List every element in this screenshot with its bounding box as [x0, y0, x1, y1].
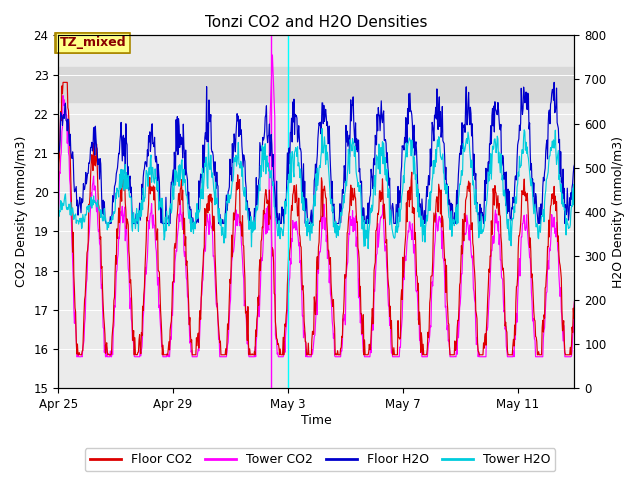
X-axis label: Time: Time — [301, 414, 332, 427]
Y-axis label: CO2 Density (mmol/m3): CO2 Density (mmol/m3) — [15, 136, 28, 288]
Text: TZ_mixed: TZ_mixed — [59, 36, 125, 49]
Text: TZ_mixed: TZ_mixed — [60, 36, 126, 49]
Y-axis label: H2O Density (mmol/m3): H2O Density (mmol/m3) — [612, 136, 625, 288]
Legend: Floor CO2, Tower CO2, Floor H2O, Tower H2O: Floor CO2, Tower CO2, Floor H2O, Tower H… — [84, 448, 556, 471]
Bar — [58, 67, 575, 102]
Title: Tonzi CO2 and H2O Densities: Tonzi CO2 and H2O Densities — [205, 15, 428, 30]
